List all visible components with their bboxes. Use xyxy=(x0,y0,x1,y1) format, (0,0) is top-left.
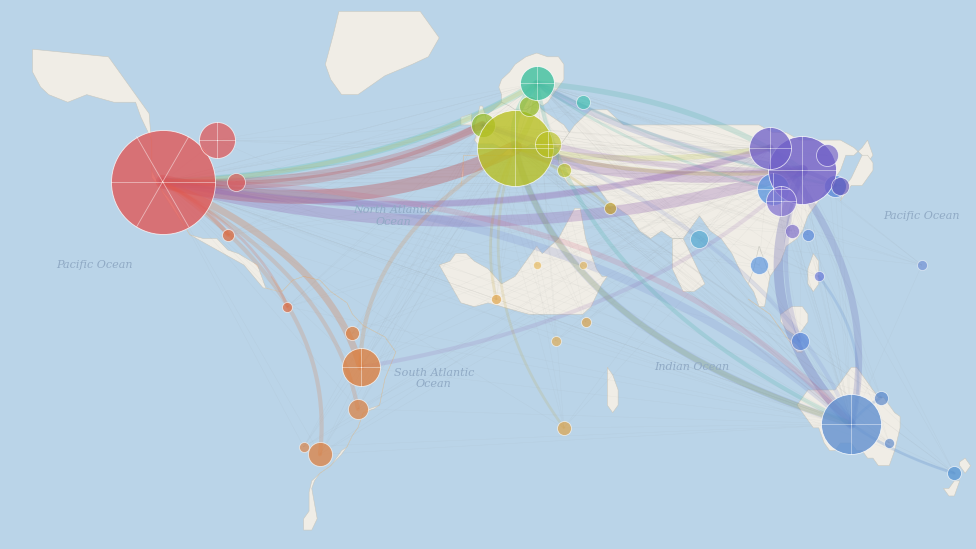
Point xyxy=(947,469,962,478)
Text: South Atlantic
Ocean: South Atlantic Ocean xyxy=(393,368,474,389)
Point xyxy=(784,227,799,236)
Point xyxy=(521,102,537,110)
Polygon shape xyxy=(607,367,618,413)
Polygon shape xyxy=(808,254,819,292)
Point xyxy=(602,204,618,212)
Point xyxy=(833,181,848,190)
Point xyxy=(209,136,224,144)
Point xyxy=(914,261,929,270)
Point xyxy=(556,166,572,175)
Polygon shape xyxy=(797,367,900,466)
Point xyxy=(843,419,859,428)
Polygon shape xyxy=(439,208,607,314)
Polygon shape xyxy=(944,481,959,496)
Point xyxy=(765,185,781,194)
Point xyxy=(352,363,368,372)
Point xyxy=(692,234,708,243)
Point xyxy=(279,302,295,311)
Point xyxy=(296,442,311,451)
Point xyxy=(874,393,889,402)
Polygon shape xyxy=(672,238,705,292)
Polygon shape xyxy=(271,276,396,530)
Point xyxy=(773,197,789,205)
Polygon shape xyxy=(749,246,770,307)
Point xyxy=(220,231,235,239)
Point xyxy=(575,98,590,107)
Point xyxy=(474,121,490,130)
Polygon shape xyxy=(499,53,564,110)
Point xyxy=(345,329,360,338)
Polygon shape xyxy=(474,106,488,132)
Text: Indian Ocean: Indian Ocean xyxy=(654,362,729,372)
Point xyxy=(556,423,572,432)
Point xyxy=(312,450,328,459)
Point xyxy=(350,405,366,413)
Point xyxy=(228,177,244,186)
Polygon shape xyxy=(840,155,873,201)
Point xyxy=(578,317,593,326)
Point xyxy=(800,231,816,239)
Point xyxy=(529,79,545,88)
Polygon shape xyxy=(749,299,802,352)
Polygon shape xyxy=(558,110,873,292)
Polygon shape xyxy=(461,114,471,125)
Point xyxy=(811,272,827,281)
Point xyxy=(540,139,555,148)
Point xyxy=(819,151,834,160)
Point xyxy=(529,261,545,270)
Polygon shape xyxy=(32,49,279,292)
Polygon shape xyxy=(325,12,439,94)
Text: North Atlantic
Ocean: North Atlantic Ocean xyxy=(352,205,433,227)
Polygon shape xyxy=(959,458,970,473)
Point xyxy=(575,261,590,270)
Point xyxy=(752,261,767,270)
Point xyxy=(548,337,563,345)
Point xyxy=(881,439,897,447)
Point xyxy=(792,337,807,345)
Point xyxy=(794,166,810,175)
Point xyxy=(488,295,504,304)
Text: Pacific Ocean: Pacific Ocean xyxy=(883,211,960,221)
Polygon shape xyxy=(781,307,808,337)
Point xyxy=(762,143,778,152)
Text: Pacific Ocean: Pacific Ocean xyxy=(57,260,133,270)
Point xyxy=(508,143,523,152)
Point xyxy=(828,181,843,190)
Polygon shape xyxy=(461,94,569,186)
Point xyxy=(155,177,171,186)
